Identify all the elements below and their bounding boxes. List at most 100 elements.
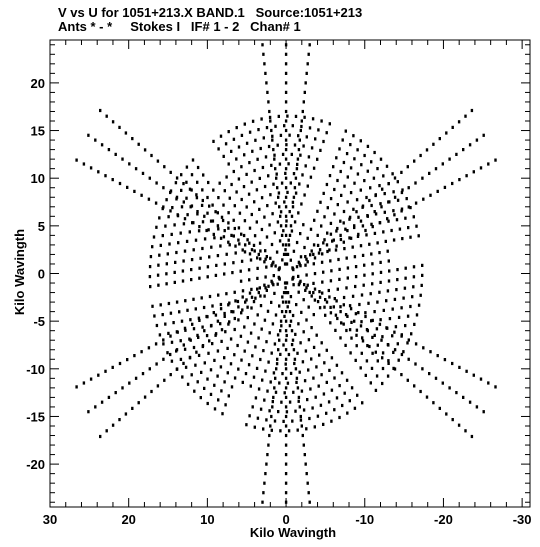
uv-point: [180, 205, 184, 209]
uv-point: [386, 289, 390, 293]
uv-point: [213, 383, 216, 387]
uv-point: [243, 219, 247, 223]
uv-point: [281, 258, 284, 262]
uv-point: [241, 295, 244, 299]
uv-point: [319, 148, 322, 152]
uv-point: [271, 262, 274, 266]
uv-point: [394, 325, 398, 329]
uv-point: [381, 356, 384, 360]
uv-point: [349, 143, 352, 147]
uv-point: [240, 197, 243, 202]
uv-point: [340, 321, 343, 325]
uv-point: [462, 395, 465, 399]
uv-point: [315, 333, 318, 337]
uv-point: [227, 221, 230, 225]
uv-point: [288, 324, 292, 328]
uv-point: [241, 248, 244, 252]
uv-point: [285, 333, 288, 338]
uv-point: [237, 238, 240, 242]
uv-point: [315, 365, 318, 369]
uv-point: [225, 292, 228, 296]
uv-point: [174, 181, 178, 185]
uv-point: [264, 71, 267, 75]
uv-point: [246, 316, 249, 320]
uv-point: [279, 210, 283, 214]
uv-point: [348, 399, 351, 403]
uv-point: [242, 185, 246, 189]
uv-point: [415, 224, 418, 228]
uv-point: [310, 146, 314, 150]
uv-point: [261, 378, 264, 382]
uv-point: [412, 265, 416, 269]
uv-point: [191, 221, 194, 225]
uv-point: [134, 376, 138, 380]
uv-point: [297, 322, 300, 326]
uv-point: [283, 281, 287, 285]
uv-point: [400, 306, 403, 310]
uv-point: [173, 280, 176, 284]
uv-point: [252, 243, 256, 247]
uv-point: [302, 144, 305, 148]
uv-point: [368, 242, 371, 246]
uv-point: [371, 282, 374, 286]
uv-point: [335, 244, 338, 248]
uv-point: [299, 255, 303, 259]
uv-point: [316, 243, 320, 247]
uv-point: [297, 148, 301, 152]
uv-point: [234, 244, 237, 248]
uv-point: [258, 286, 261, 290]
uv-point: [355, 198, 359, 202]
uv-point: [189, 338, 192, 342]
uv-point: [210, 245, 213, 249]
uv-point: [309, 387, 312, 391]
uv-point: [157, 263, 160, 267]
uv-point: [272, 283, 275, 287]
uv-point: [393, 213, 396, 217]
uv-point: [451, 181, 454, 186]
uv-point: [250, 295, 254, 299]
uv-point: [470, 434, 474, 439]
uv-point: [211, 219, 215, 223]
uv-point: [448, 386, 451, 390]
uv-point: [259, 304, 263, 308]
uv-point: [235, 126, 238, 130]
uv-point: [407, 338, 410, 342]
uv-point: [284, 214, 288, 218]
uv-point: [343, 184, 346, 188]
uv-point: [268, 409, 271, 413]
uv-point: [352, 207, 355, 211]
uv-point: [291, 124, 294, 128]
uv-point: [240, 358, 243, 362]
uv-point: [318, 295, 322, 299]
uv-point: [316, 157, 319, 161]
uv-point: [263, 318, 267, 322]
uv-point: [376, 167, 379, 171]
uv-point: [284, 310, 288, 314]
uv-point: [121, 386, 124, 390]
uv-point: [213, 358, 216, 362]
uv-point: [205, 314, 208, 319]
uv-point: [206, 377, 209, 381]
uv-point: [441, 162, 444, 166]
uv-point: [180, 173, 183, 177]
uv-point: [353, 319, 356, 323]
uv-point: [268, 109, 271, 114]
uv-point: [259, 294, 262, 298]
uv-point: [242, 233, 246, 238]
uv-point: [316, 233, 319, 237]
uv-point: [312, 243, 316, 247]
y-tick-label: -15: [26, 409, 45, 424]
uv-point: [339, 237, 343, 242]
uv-point: [421, 273, 424, 277]
uv-point: [365, 359, 369, 363]
uv-point: [143, 395, 147, 399]
uv-point: [235, 190, 238, 194]
uv-point: [285, 410, 289, 414]
uv-point: [104, 174, 107, 178]
uv-point: [356, 393, 359, 397]
uv-point: [371, 272, 374, 276]
y-tick-label: -10: [26, 362, 45, 377]
uv-point: [153, 314, 156, 318]
uv-point: [280, 310, 284, 314]
uv-point: [297, 283, 301, 287]
